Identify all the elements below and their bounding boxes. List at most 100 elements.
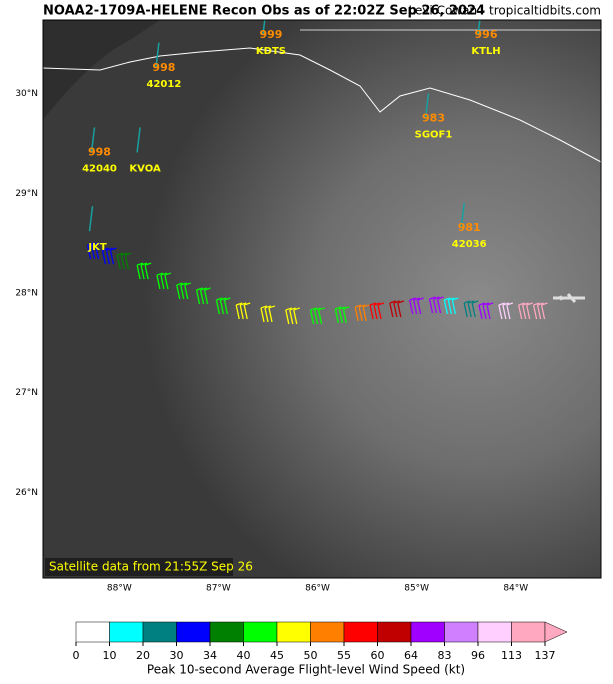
barb-flag <box>204 287 211 291</box>
barb-flag <box>164 272 172 276</box>
barb-staff <box>451 299 456 315</box>
map: 999 KDTS 998 42012 998 42040 KVOA 996 KTLH 983 SGO… <box>43 20 601 578</box>
colorbar-segment <box>410 621 445 643</box>
wind-barb <box>116 252 132 270</box>
lat-tick-label: 30°N <box>15 89 38 99</box>
station-barb <box>477 20 481 35</box>
barb-staff <box>471 302 476 318</box>
barb-staff <box>195 289 201 305</box>
colorbar-segment <box>511 621 546 643</box>
barb-staff <box>120 254 125 270</box>
barb-flag <box>91 242 98 246</box>
barb-flag <box>526 302 533 306</box>
barb-flag <box>240 302 247 306</box>
barb-flag <box>95 242 102 246</box>
barb-flag <box>518 302 525 306</box>
lon-tick-label: 86°W <box>305 584 330 594</box>
colorbar-segment <box>75 621 110 643</box>
barb-staff <box>223 299 229 315</box>
barb-flag <box>482 302 490 306</box>
lat-tick-label: 26°N <box>15 488 38 498</box>
station-name: KTLH <box>471 46 500 57</box>
barb-staff <box>342 308 347 324</box>
lon-tick-label: 85°W <box>404 584 429 594</box>
colorbar-arrow <box>544 621 568 643</box>
barb-flag <box>541 302 548 306</box>
colorbar-tick-label: 45 <box>270 649 284 662</box>
wind-barb <box>478 302 494 320</box>
barb-flag <box>184 282 191 286</box>
barb-staff <box>309 309 315 325</box>
barb-flag <box>409 297 416 301</box>
station-name: 42012 <box>147 79 182 90</box>
barb-flag <box>110 247 117 251</box>
barb-flag <box>448 297 455 301</box>
barb-staff <box>109 250 115 265</box>
station-name: KVOA <box>129 163 161 174</box>
barb-staff <box>377 304 382 320</box>
barb-flag <box>471 300 479 304</box>
wind-barb <box>389 300 405 318</box>
barb-flag <box>140 262 148 266</box>
colorbar-segment <box>176 621 211 643</box>
station-pressure: 983 <box>422 112 445 125</box>
station-pressure: 999 <box>259 28 282 41</box>
barb-staff <box>239 304 244 320</box>
wind-barb <box>532 302 548 320</box>
station-pressure: 981 <box>458 221 481 234</box>
wind-barb <box>156 272 172 290</box>
barb-staff <box>136 264 141 280</box>
station-pressure: 996 <box>475 28 498 41</box>
wind-barb <box>498 302 514 320</box>
barb-flag <box>285 307 292 311</box>
station-pressure: 998 <box>88 145 111 158</box>
lon-tick-label: 87°W <box>206 584 231 594</box>
barb-staff <box>413 299 418 315</box>
barb-staff <box>116 254 121 270</box>
barb-flag <box>389 300 397 304</box>
colorbar-tick-label: 96 <box>471 649 485 662</box>
barb-staff <box>101 250 107 265</box>
barb-staff <box>338 308 343 324</box>
barb-flag <box>318 307 325 311</box>
barb-staff <box>389 302 394 318</box>
barb-flag <box>289 307 296 311</box>
barb-staff <box>443 299 448 315</box>
barb-staff <box>432 298 438 314</box>
lat-tick-label: 28°N <box>15 289 38 299</box>
wind-barb <box>334 306 350 324</box>
barb-staff <box>540 304 546 320</box>
colorbar-segment <box>477 621 512 643</box>
station-barb <box>262 20 266 35</box>
barb-flag <box>533 302 540 306</box>
wind-barb <box>260 305 276 323</box>
wind-barb <box>463 300 479 318</box>
wind-barb <box>409 297 424 315</box>
satellite-note: Satellite data from 21:55Z Sep 26 <box>49 560 253 574</box>
barb-flag <box>506 302 514 306</box>
barb-flag <box>216 297 223 301</box>
barb-staff <box>506 304 511 320</box>
barb-staff <box>463 302 468 318</box>
station-name: SGOF1 <box>415 130 453 141</box>
colorbar-tick-label: 55 <box>337 649 351 662</box>
station-name: 42036 <box>452 239 487 250</box>
wind-barb <box>369 302 385 320</box>
station-barb <box>155 42 160 68</box>
barb-staff <box>358 306 363 322</box>
station-barb <box>88 206 94 232</box>
barb-staff <box>409 299 414 315</box>
barb-staff <box>447 299 452 315</box>
barb-staff <box>160 274 165 290</box>
barb-staff <box>293 309 298 325</box>
barb-flag <box>537 302 544 306</box>
barb-flag <box>121 252 128 256</box>
barb-flag <box>335 306 342 310</box>
barb-staff <box>243 304 248 320</box>
map-frame <box>42 19 602 579</box>
barb-flag <box>87 242 94 246</box>
wind-barb <box>235 302 251 320</box>
barb-flag <box>180 282 187 286</box>
colorbar-tick-label: 137 <box>535 649 556 662</box>
